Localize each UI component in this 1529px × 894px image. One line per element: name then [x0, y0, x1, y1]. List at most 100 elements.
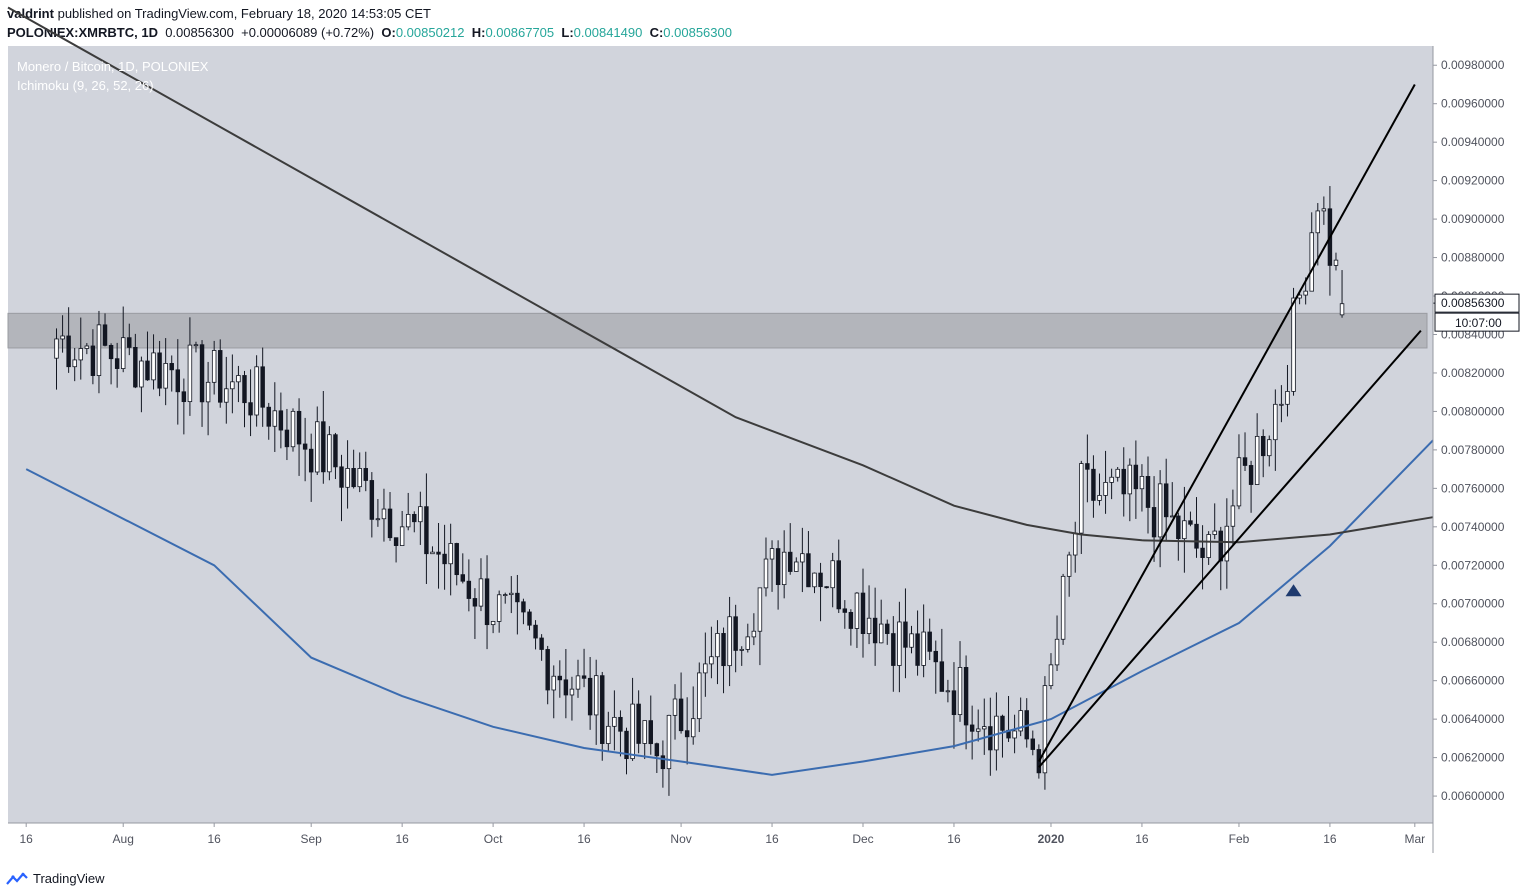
publish-line: valdrint published on TradingView.com, F…: [7, 6, 431, 21]
candle-body: [1176, 515, 1181, 540]
time-axis[interactable]: [8, 823, 1433, 853]
x-tick-label: 16: [395, 832, 409, 846]
channel-resistance-line: [1037, 83, 1416, 762]
candle-body: [630, 703, 635, 760]
y-tick-label: 0.00780000: [1441, 443, 1505, 457]
candle-body: [1321, 208, 1327, 212]
candle-body: [284, 429, 290, 448]
resistance-zone: [7, 312, 1428, 349]
candle-body: [509, 592, 514, 596]
candle-body: [715, 633, 720, 658]
x-tick-label: Nov: [670, 832, 691, 846]
candle-body: [527, 611, 532, 626]
candle-body: [1091, 468, 1096, 501]
x-tick-label: 2020: [1038, 832, 1065, 846]
candle-body: [824, 586, 829, 589]
candle-body: [181, 391, 187, 403]
candle-body: [975, 728, 981, 732]
candle-body: [1303, 290, 1308, 296]
candle-body: [581, 675, 587, 679]
candle-body: [84, 345, 90, 349]
candle-body: [769, 548, 775, 560]
candle-body: [800, 553, 805, 563]
candle-body: [563, 679, 569, 696]
y-tick-label: 0.00760000: [1441, 481, 1505, 495]
candle-body: [775, 548, 781, 586]
candle-body: [1127, 464, 1133, 495]
candle-body: [551, 675, 556, 691]
candle-body: [278, 410, 284, 431]
last-price: 0.00856300: [165, 25, 234, 40]
candle-body: [745, 636, 751, 650]
candle-body: [133, 346, 138, 388]
candle-body: [357, 468, 362, 488]
open-value: 0.00850212: [395, 25, 465, 40]
moving-average-blue: [25, 439, 1434, 776]
candle-body: [54, 338, 59, 359]
open-label: O:: [381, 25, 396, 40]
candle-body: [236, 375, 241, 383]
y-tick-label: 0.00680000: [1441, 635, 1505, 649]
candle-body: [1103, 481, 1108, 496]
y-tick-label: 0.00740000: [1441, 520, 1505, 534]
price-axis[interactable]: [1433, 46, 1529, 853]
candle-body: [327, 434, 332, 473]
candle-body: [660, 755, 666, 770]
candle-body: [266, 406, 271, 427]
candle-body: [211, 350, 217, 383]
candle-body: [393, 537, 399, 546]
candle-body: [272, 410, 278, 427]
x-tick-label: 16: [947, 832, 961, 846]
candle-body: [66, 335, 71, 368]
candle-body: [836, 560, 841, 610]
candle-body: [1242, 457, 1248, 466]
candle-body: [339, 466, 344, 488]
candle-body: [205, 381, 211, 403]
candle-body: [381, 508, 387, 520]
candle-body: [120, 337, 126, 369]
price-change: +0.00006089 (+0.72%): [241, 25, 375, 40]
price-label-box: [1434, 293, 1520, 313]
candle-body: [108, 344, 114, 360]
candle-body: [296, 410, 302, 445]
candle-body: [575, 675, 581, 690]
candle-body: [1194, 523, 1199, 549]
candle-body: [169, 363, 174, 371]
candle-body: [1145, 476, 1151, 508]
y-tick-label: 0.00920000: [1441, 174, 1505, 188]
candle-body: [139, 360, 144, 388]
candle-body: [878, 623, 884, 644]
candle-body: [302, 443, 308, 450]
published-text: published on TradingView.com, February 1…: [57, 6, 431, 21]
x-tick-label: Sep: [301, 832, 323, 846]
candle-body: [315, 421, 320, 473]
candle-body: [733, 616, 738, 651]
candle-body: [1315, 210, 1321, 234]
y-tick-label: 0.00800000: [1441, 404, 1505, 418]
candle-body: [739, 648, 744, 651]
candle-body: [430, 551, 435, 555]
x-tick-label: 16: [1323, 832, 1337, 846]
candle-body: [794, 561, 799, 572]
candle-body: [363, 468, 368, 481]
candle-body: [788, 551, 793, 572]
candle-body: [1042, 685, 1048, 774]
y-tick-label: 0.00660000: [1441, 674, 1505, 688]
candle-body: [727, 616, 732, 667]
candle-body: [1170, 515, 1175, 518]
candle-body: [224, 388, 229, 403]
candle-body: [375, 518, 381, 521]
countdown-label: 10:07:00: [1455, 316, 1502, 330]
plot-background: [8, 46, 1433, 823]
candle-body: [1085, 463, 1090, 470]
candle-body: [230, 381, 235, 390]
candle-body: [1267, 439, 1272, 457]
candle-body: [503, 594, 508, 597]
candle-body: [763, 558, 769, 589]
candle-body: [515, 592, 520, 603]
candle-body: [448, 543, 453, 565]
candle-body: [642, 720, 647, 744]
candle-body: [757, 587, 763, 632]
candle-body: [751, 630, 757, 638]
